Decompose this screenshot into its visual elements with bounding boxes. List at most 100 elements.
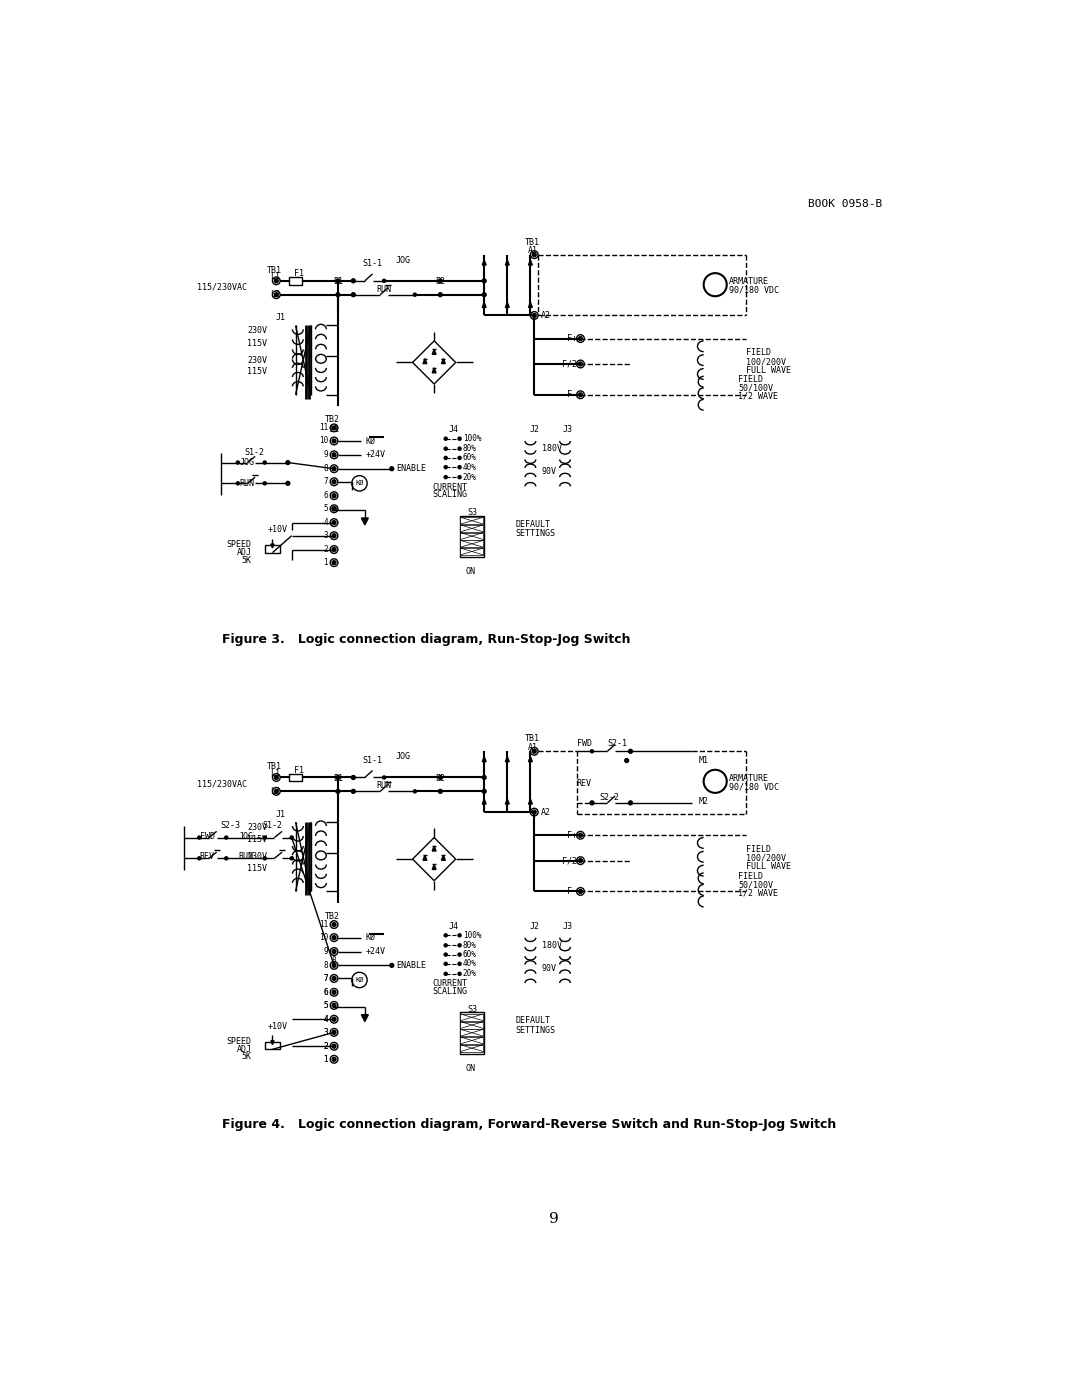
Circle shape: [336, 789, 340, 793]
Circle shape: [483, 789, 486, 793]
Circle shape: [704, 274, 727, 296]
Polygon shape: [528, 757, 532, 761]
Circle shape: [264, 856, 267, 861]
Circle shape: [444, 944, 447, 947]
Circle shape: [483, 775, 486, 780]
Bar: [460, 517, 484, 524]
Circle shape: [330, 921, 338, 929]
Bar: [460, 525, 484, 532]
Circle shape: [579, 890, 582, 893]
Text: KØ: KØ: [366, 933, 376, 942]
Text: 50/100V: 50/100V: [739, 383, 773, 393]
Text: 90/180 VDC: 90/180 VDC: [729, 782, 779, 791]
Text: ENABLE: ENABLE: [396, 464, 427, 474]
Text: ADJ: ADJ: [237, 548, 252, 557]
Text: 11: 11: [329, 425, 339, 434]
Text: TB1: TB1: [525, 735, 540, 743]
Text: 230V: 230V: [247, 327, 267, 335]
Circle shape: [414, 789, 417, 793]
Text: S1-1: S1-1: [363, 260, 382, 268]
Polygon shape: [432, 865, 436, 869]
Text: 6: 6: [323, 492, 328, 500]
Circle shape: [458, 447, 461, 450]
Circle shape: [274, 293, 279, 296]
Circle shape: [352, 775, 355, 780]
Circle shape: [351, 293, 355, 296]
Circle shape: [264, 482, 267, 485]
Circle shape: [458, 953, 461, 956]
Bar: [460, 1013, 484, 1053]
Circle shape: [577, 887, 584, 895]
Circle shape: [333, 493, 336, 497]
Text: J1: J1: [275, 810, 285, 819]
Text: E2: E2: [435, 774, 445, 782]
Circle shape: [530, 251, 538, 258]
Text: S2-3: S2-3: [220, 821, 240, 830]
Circle shape: [333, 1017, 336, 1021]
Text: F/2: F/2: [562, 856, 577, 865]
Text: E1: E1: [333, 277, 343, 286]
Text: J2: J2: [529, 922, 539, 930]
Text: RUN: RUN: [239, 852, 253, 862]
Text: J4: J4: [448, 425, 458, 434]
Text: 6: 6: [323, 988, 328, 997]
Text: 100/200V: 100/200V: [746, 358, 786, 366]
Circle shape: [330, 933, 338, 942]
Text: ON: ON: [465, 1065, 475, 1073]
Circle shape: [291, 835, 294, 840]
Text: 5: 5: [323, 1000, 328, 1010]
Text: J4: J4: [448, 922, 458, 930]
Polygon shape: [483, 260, 486, 265]
Text: 1/2 WAVE: 1/2 WAVE: [739, 888, 779, 897]
Text: 7: 7: [323, 478, 328, 486]
Text: CURRENT: CURRENT: [432, 483, 467, 492]
Text: 115V: 115V: [247, 338, 267, 348]
Text: 1: 1: [323, 559, 328, 567]
Text: ARMATURE: ARMATURE: [729, 277, 769, 286]
Circle shape: [352, 293, 355, 296]
Text: KØ: KØ: [355, 977, 364, 983]
Polygon shape: [483, 757, 486, 761]
Circle shape: [333, 964, 336, 967]
Circle shape: [352, 789, 355, 793]
Text: RUN: RUN: [377, 781, 392, 791]
Circle shape: [330, 1016, 338, 1023]
Text: CURRENT: CURRENT: [432, 979, 467, 988]
Text: 80%: 80%: [462, 444, 476, 453]
Text: 60%: 60%: [462, 950, 476, 960]
Text: 8: 8: [323, 464, 328, 474]
Circle shape: [458, 963, 461, 965]
Circle shape: [237, 461, 240, 464]
Circle shape: [577, 360, 584, 367]
Circle shape: [444, 963, 447, 965]
Polygon shape: [505, 302, 510, 307]
Circle shape: [629, 802, 632, 805]
Text: 180V: 180V: [542, 444, 562, 453]
Text: +10V: +10V: [268, 525, 288, 534]
Text: J3: J3: [563, 922, 572, 930]
Text: 2: 2: [323, 1042, 328, 1051]
Text: F-: F-: [567, 887, 577, 895]
Circle shape: [530, 312, 538, 320]
Text: ENABLE: ENABLE: [396, 961, 427, 970]
Text: SETTINGS: SETTINGS: [515, 1025, 555, 1035]
Text: KØ: KØ: [355, 481, 364, 486]
Text: F/2: F/2: [562, 359, 577, 369]
Circle shape: [352, 972, 367, 988]
Polygon shape: [483, 302, 486, 307]
Polygon shape: [362, 1014, 368, 1021]
Text: 90V: 90V: [542, 964, 557, 972]
Text: A1: A1: [528, 743, 538, 752]
Circle shape: [704, 770, 727, 793]
Circle shape: [333, 521, 336, 524]
Text: 8: 8: [332, 956, 336, 965]
Circle shape: [333, 560, 336, 564]
Circle shape: [577, 335, 584, 342]
Text: RUN: RUN: [240, 479, 255, 488]
Circle shape: [532, 253, 536, 257]
Text: 100%: 100%: [462, 930, 481, 940]
Text: A1: A1: [528, 246, 538, 256]
Text: 4: 4: [323, 1014, 328, 1024]
Text: FULL WAVE: FULL WAVE: [746, 366, 791, 374]
Circle shape: [291, 856, 294, 861]
